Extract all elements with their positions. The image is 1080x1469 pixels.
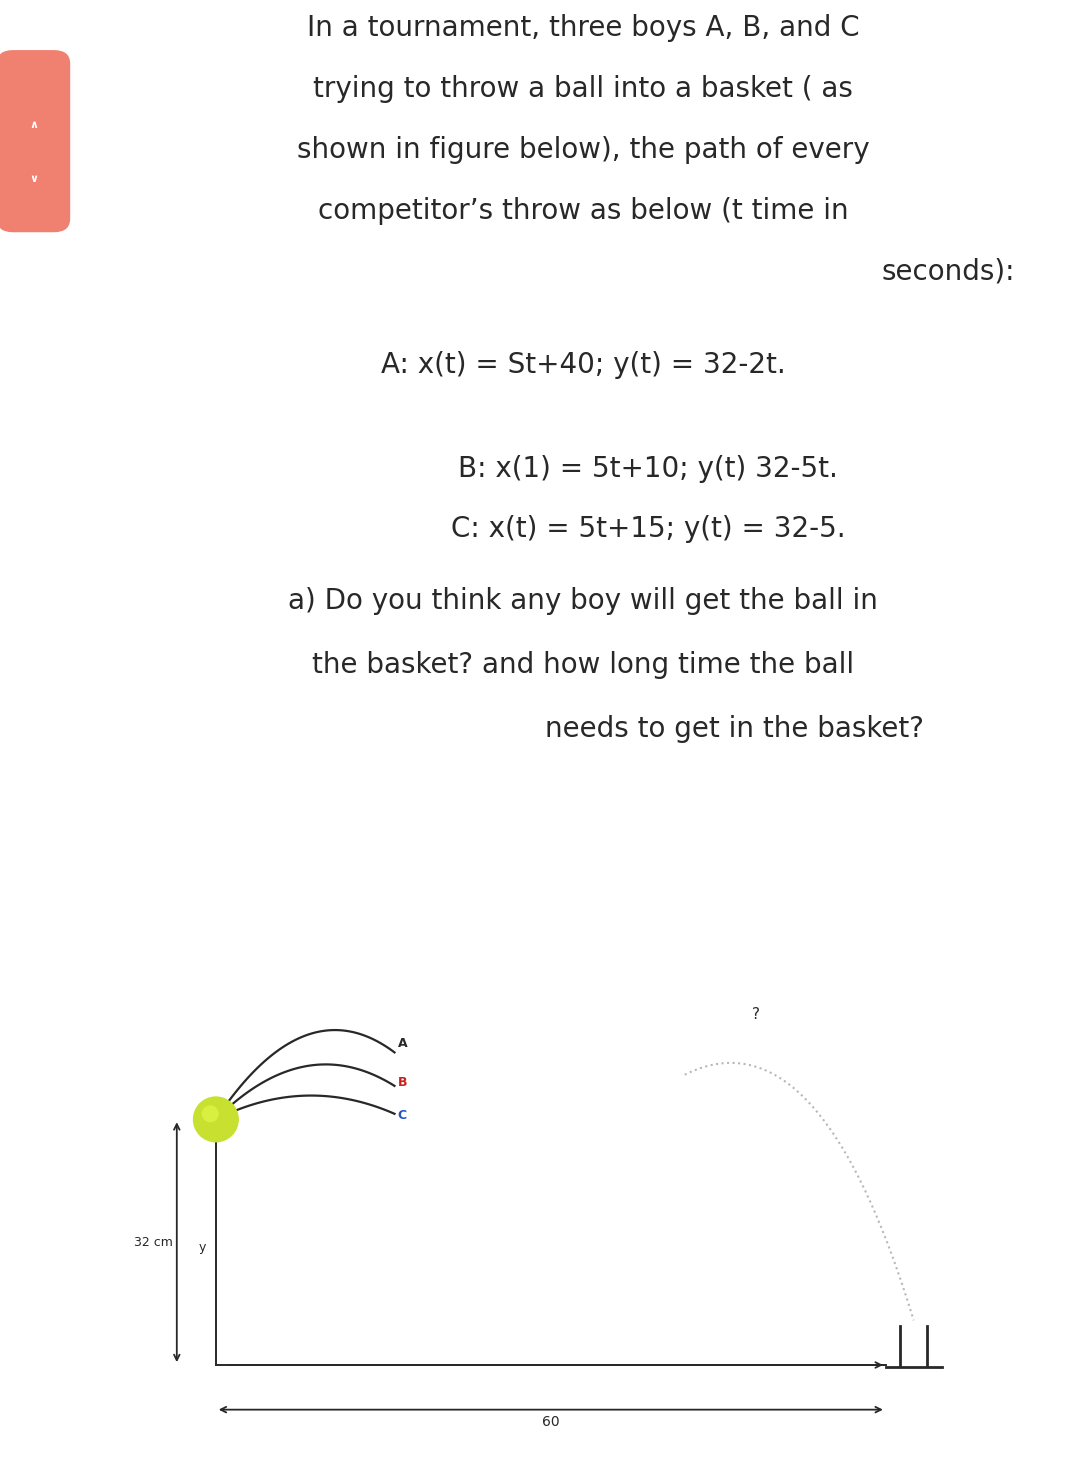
Text: B: B <box>397 1075 407 1089</box>
FancyBboxPatch shape <box>0 50 70 232</box>
Text: A: x(t) = St+40; y(t) = 32-2t.: A: x(t) = St+40; y(t) = 32-2t. <box>381 351 785 379</box>
Circle shape <box>193 1097 239 1141</box>
Text: ∧: ∧ <box>29 120 38 129</box>
Text: C: x(t) = 5t+15; y(t) = 32-5.: C: x(t) = 5t+15; y(t) = 32-5. <box>450 514 846 542</box>
Text: ?: ? <box>752 1006 759 1022</box>
Text: y: y <box>199 1241 206 1253</box>
Text: a) Do you think any boy will get the ball in: a) Do you think any boy will get the bal… <box>288 588 878 616</box>
Text: trying to throw a ball into a basket ( as: trying to throw a ball into a basket ( a… <box>313 75 853 103</box>
Text: seconds):: seconds): <box>881 257 1015 286</box>
Text: B: x(1) = 5t+10; y(t) 32-5t.: B: x(1) = 5t+10; y(t) 32-5t. <box>458 455 838 483</box>
Text: A: A <box>397 1037 407 1050</box>
Text: 32 cm: 32 cm <box>134 1235 173 1249</box>
Text: competitor’s throw as below (t time in: competitor’s throw as below (t time in <box>318 197 849 225</box>
Text: ∨: ∨ <box>29 175 38 185</box>
Text: needs to get in the basket?: needs to get in the basket? <box>545 715 923 743</box>
Text: shown in figure below), the path of every: shown in figure below), the path of ever… <box>297 135 869 163</box>
Text: C: C <box>397 1109 407 1122</box>
Text: the basket? and how long time the ball: the basket? and how long time the ball <box>312 651 854 679</box>
Text: 60: 60 <box>542 1416 559 1429</box>
Circle shape <box>202 1106 218 1122</box>
Text: In a tournament, three boys A, B, and C: In a tournament, three boys A, B, and C <box>307 13 860 41</box>
